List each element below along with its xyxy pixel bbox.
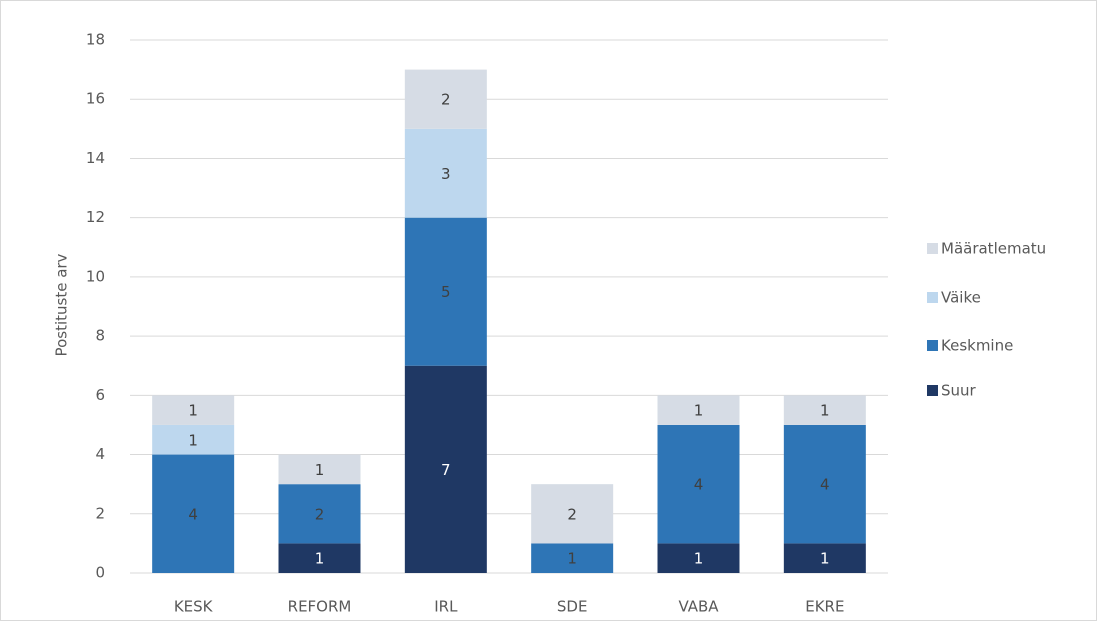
bar-segment — [657, 395, 740, 425]
y-tick-label: 18 — [86, 31, 105, 49]
bar-segment — [783, 395, 866, 425]
data-label: 1 — [188, 431, 198, 449]
bar-segment — [404, 128, 487, 218]
data-label: 1 — [188, 402, 198, 420]
bar-segment — [404, 365, 487, 573]
y-tick-label: 12 — [86, 208, 105, 226]
y-tick-label: 10 — [86, 267, 105, 285]
legend-swatch — [927, 243, 938, 254]
y-tick-label: 6 — [95, 386, 105, 404]
bar-segment — [152, 424, 235, 455]
x-tick-label: VABA — [678, 598, 719, 616]
data-label: 4 — [694, 476, 704, 494]
bar-segment — [278, 454, 361, 485]
x-tick-label: KESK — [174, 598, 214, 616]
y-tick-label: 14 — [86, 149, 105, 167]
bar-segment — [657, 424, 740, 544]
data-label: 4 — [820, 476, 830, 494]
legend-label: Väike — [941, 289, 981, 307]
x-tick-label: SDE — [557, 598, 588, 616]
data-label: 1 — [820, 402, 830, 420]
data-label: 1 — [567, 550, 577, 568]
y-tick-label: 4 — [95, 445, 105, 463]
bar-segment — [783, 424, 866, 544]
data-label: 2 — [567, 505, 577, 523]
y-tick-label: 2 — [95, 504, 105, 522]
bar-segment — [404, 217, 487, 366]
data-label: 3 — [441, 165, 451, 183]
legend-label: Määratlematu — [941, 240, 1046, 258]
bar-segment — [531, 543, 614, 573]
y-tick-label: 16 — [86, 90, 105, 108]
y-tick-label: 8 — [95, 327, 105, 345]
bar-segment — [657, 543, 740, 573]
legend-label: Keskmine — [941, 337, 1013, 355]
data-label: 7 — [441, 461, 451, 479]
x-tick-label: IRL — [434, 598, 458, 616]
data-label: 1 — [820, 550, 830, 568]
data-label: 4 — [188, 505, 198, 523]
legend-swatch — [927, 340, 938, 351]
data-label: 1 — [694, 402, 704, 420]
legend-swatch — [927, 385, 938, 396]
x-tick-label: REFORM — [288, 598, 352, 616]
bar-segment — [278, 484, 361, 544]
bar-segment — [404, 69, 487, 129]
legend-label: Suur — [941, 382, 977, 400]
bar-segment — [152, 454, 235, 573]
data-label: 1 — [315, 461, 325, 479]
data-label: 2 — [315, 505, 325, 523]
data-label: 2 — [441, 91, 451, 109]
bar-segment — [783, 543, 866, 573]
bar-segment — [278, 543, 361, 573]
bar-segment — [152, 395, 235, 425]
data-label: 1 — [694, 550, 704, 568]
bar-segment — [531, 484, 614, 544]
data-label: 5 — [441, 283, 451, 301]
y-tick-label: 0 — [95, 564, 105, 582]
legend-swatch — [927, 292, 938, 303]
data-label: 1 — [315, 550, 325, 568]
x-tick-label: EKRE — [805, 598, 844, 616]
y-axis-title: Postituste arv — [53, 253, 71, 356]
